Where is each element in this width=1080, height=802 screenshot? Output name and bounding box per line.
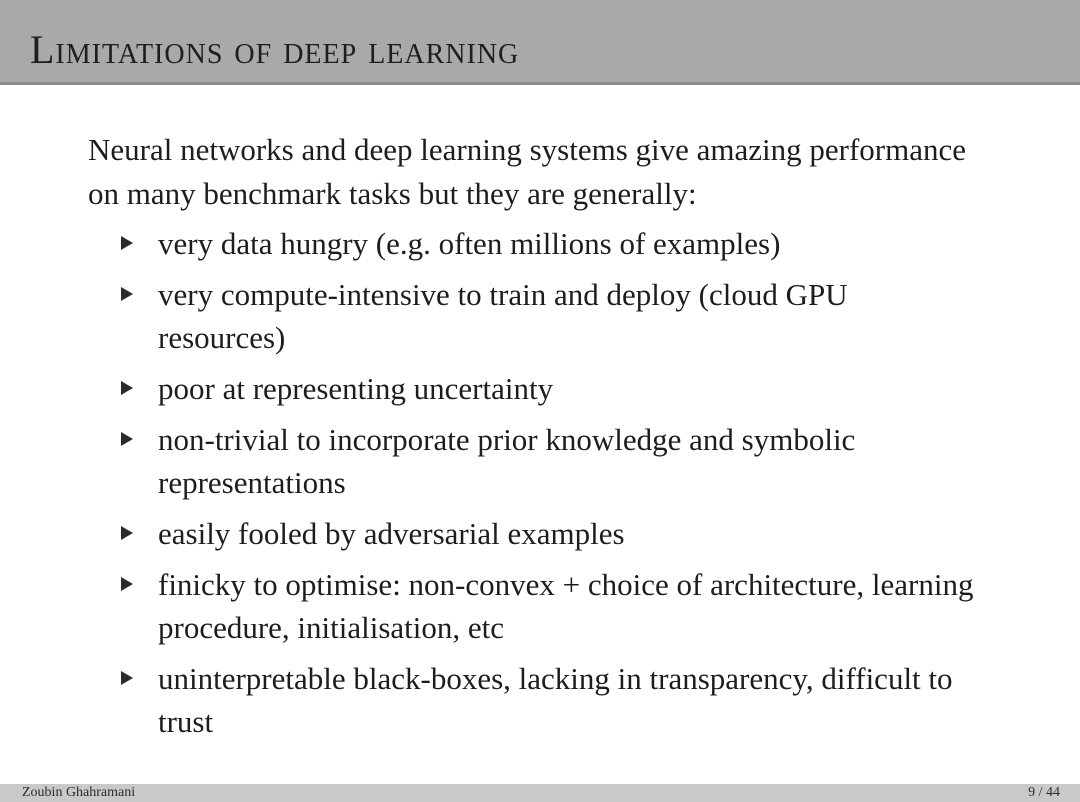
bullet-item: non-trivial to incorporate prior knowled… xyxy=(118,418,978,504)
page-number: 9 / 44 xyxy=(1028,785,1060,800)
triangle-bullet-icon xyxy=(121,287,133,301)
bullet-item: easily fooled by adversarial examples xyxy=(118,512,978,555)
triangle-bullet-icon xyxy=(121,236,133,250)
bullet-text: uninterpretable black-boxes, lacking in … xyxy=(158,661,953,739)
triangle-bullet-icon xyxy=(121,671,133,685)
bullet-item: finicky to optimise: non-convex + choice… xyxy=(118,563,978,649)
intro-paragraph: Neural networks and deep learning system… xyxy=(88,132,967,211)
bullet-text: very compute-intensive to train and depl… xyxy=(158,277,848,355)
bullet-item: very compute-intensive to train and depl… xyxy=(118,273,978,359)
bullet-text: very data hungry (e.g. often millions of… xyxy=(158,226,781,261)
title-bar: Limitations of deep learning xyxy=(0,0,1080,85)
bullet-text: poor at representing uncertainty xyxy=(158,371,554,406)
triangle-bullet-icon xyxy=(121,526,133,540)
footer-bar: Zoubin Ghahramani 9 / 44 xyxy=(0,784,1080,802)
slide-title: Limitations of deep learning xyxy=(30,27,520,72)
triangle-bullet-icon xyxy=(121,577,133,591)
bullet-text: finicky to optimise: non-convex + choice… xyxy=(158,567,974,645)
bullet-item: poor at representing uncertainty xyxy=(118,367,978,410)
footer-author: Zoubin Ghahramani xyxy=(22,785,136,800)
triangle-bullet-icon xyxy=(121,432,133,446)
bullet-item: very data hungry (e.g. often millions of… xyxy=(118,222,978,265)
bullet-text: non-trivial to incorporate prior knowled… xyxy=(158,422,856,500)
bullet-list: very data hungry (e.g. often millions of… xyxy=(118,222,978,751)
bullet-item: uninterpretable black-boxes, lacking in … xyxy=(118,657,978,743)
bullet-text: easily fooled by adversarial examples xyxy=(158,516,625,551)
triangle-bullet-icon xyxy=(121,381,133,395)
